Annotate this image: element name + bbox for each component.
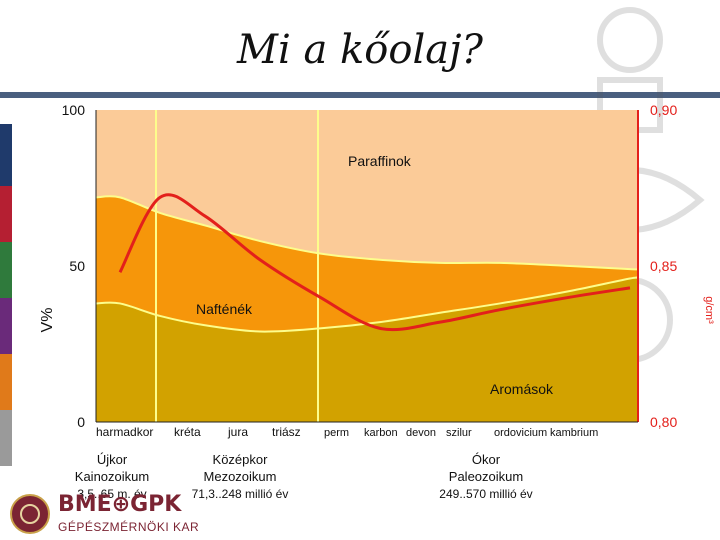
side-strip-blue — [0, 124, 12, 186]
era-name: Újkor — [97, 452, 128, 467]
y-right-tick-label: 0,90 — [650, 102, 677, 118]
era-range: 249..570 millió év — [439, 487, 532, 501]
x-tick-label: karbon — [364, 427, 398, 439]
x-tick-label: perm — [324, 427, 349, 439]
era-subtitle: Mezozoikum — [204, 469, 277, 484]
y-axis-label: V% — [39, 308, 56, 333]
side-strip-red — [0, 186, 12, 242]
era-range: 71,3..248 millió év — [192, 487, 289, 501]
x-tick-label: szilur — [446, 427, 472, 439]
x-tick-label: kambrium — [550, 427, 598, 439]
logo-subtitle: GÉPÉSZMÉRNÖKI KAR — [58, 520, 200, 534]
aromatic-label: Aromások — [490, 381, 554, 397]
paraffin-label: Paraffinok — [348, 153, 412, 169]
naphthene-aromatic-boundary — [95, 276, 639, 333]
side-strip-gray — [0, 410, 12, 466]
era-range: 3,5..65 m. év — [77, 487, 146, 501]
y-right-axis-label: g/cm³ — [703, 296, 715, 324]
y-right-tick-label: 0,80 — [650, 414, 677, 430]
era-name: Középkor — [213, 452, 269, 467]
y-tick-label: 100 — [62, 102, 86, 118]
x-tick-label: kréta — [174, 425, 201, 439]
x-tick-label: devon — [406, 427, 436, 439]
slide-title: Mi a kőolaj? — [237, 27, 483, 73]
logo-wordmark: BME⊕GPK — [58, 492, 182, 517]
side-strip-green — [0, 242, 12, 298]
y-tick-label: 50 — [69, 258, 85, 274]
university-seal-icon — [10, 494, 50, 534]
y-tick-label: 0 — [77, 414, 85, 430]
naphthene-label: Nafténék — [196, 301, 253, 317]
title-rule — [0, 92, 720, 98]
era-subtitle: Paleozoikum — [449, 469, 523, 484]
x-tick-label: ordovicium — [494, 427, 547, 439]
era-name: Ókor — [472, 452, 501, 467]
side-strip-purple — [0, 298, 12, 354]
era-subtitle: Kainozoikum — [75, 469, 149, 484]
y-right-tick-label: 0,85 — [650, 258, 677, 274]
x-tick-label: harmadkor — [96, 425, 153, 439]
x-tick-label: jura — [227, 425, 248, 439]
x-tick-label: triász — [272, 425, 301, 439]
side-strip-orange — [0, 354, 12, 410]
aromatic-band — [96, 277, 638, 422]
paraffin-naphthene-boundary — [95, 195, 639, 271]
density-curve — [118, 193, 631, 332]
bme-gpk-logo: BME⊕GPK GÉPÉSZMÉRNÖKI KAR — [6, 490, 216, 540]
